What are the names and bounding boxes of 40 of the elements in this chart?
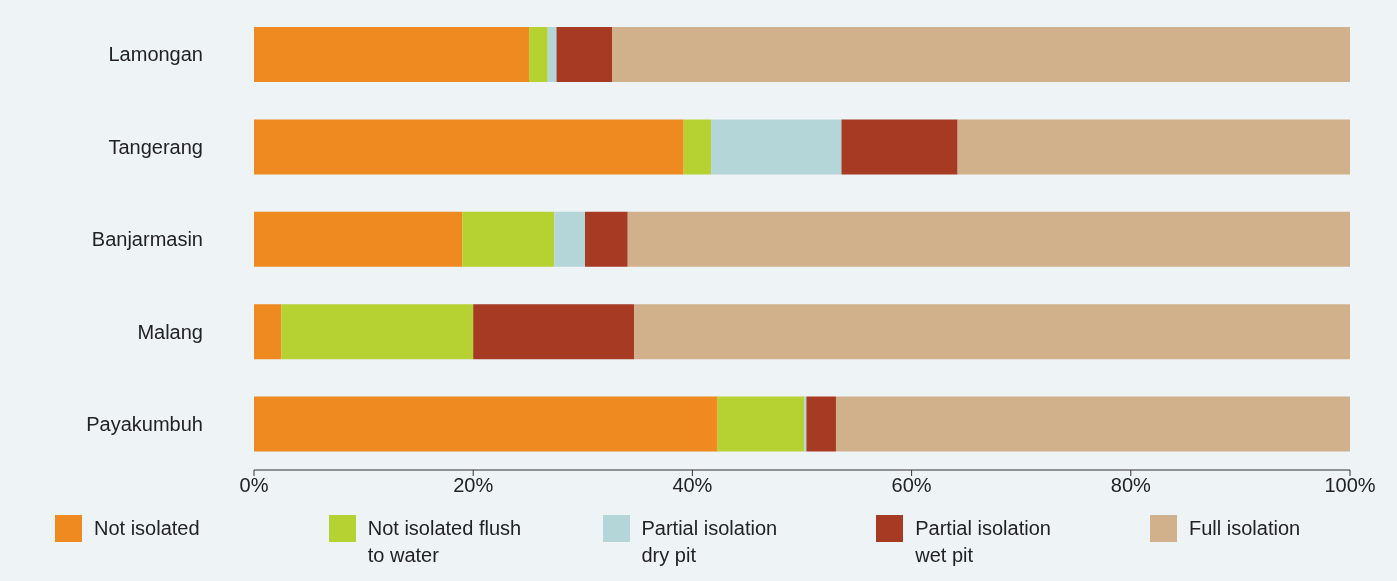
bar [254, 304, 282, 360]
bar [556, 27, 613, 82]
x-tick-label: 80% [1110, 474, 1152, 497]
y-tick-label: Banjarmasin [91, 228, 203, 251]
bar [683, 119, 712, 175]
bar [254, 396, 718, 452]
bar [584, 211, 628, 267]
bar [473, 304, 635, 360]
legend-label: Full isolation [1189, 516, 1302, 541]
y-tick-label: Tangerang [108, 135, 203, 158]
bar [462, 211, 555, 267]
bar [806, 396, 836, 452]
legend-label: Not isolated [94, 516, 201, 541]
bar [841, 119, 958, 175]
y-tick-label: Lamongan [108, 43, 203, 66]
x-tick-label: 40% [672, 474, 713, 497]
legend-label: Partial isolation dry pit [641, 516, 779, 568]
bar [835, 396, 1350, 452]
bar [554, 211, 585, 267]
bar [804, 396, 807, 452]
y-tick-label: Payakumbuh [86, 412, 203, 435]
legend-label: Partial isolation wet pit [915, 516, 1052, 568]
bar [254, 211, 463, 267]
x-tick-label: 20% [453, 474, 494, 497]
bar [254, 119, 684, 175]
bar [547, 27, 557, 82]
bar [281, 304, 474, 360]
bar [627, 211, 1350, 267]
bar [612, 27, 1350, 82]
x-tick-label: 60% [891, 474, 932, 497]
x-tick-label: 100% [1324, 474, 1376, 497]
y-tick-label: Malang [137, 320, 203, 343]
bar [717, 396, 805, 452]
bar [957, 119, 1350, 175]
bar [254, 27, 530, 82]
legend-label: Not isolated flush to water [367, 516, 523, 568]
bar [634, 304, 1350, 360]
x-tick-label: 0% [239, 474, 269, 497]
bar [529, 27, 548, 82]
bar [711, 119, 842, 175]
